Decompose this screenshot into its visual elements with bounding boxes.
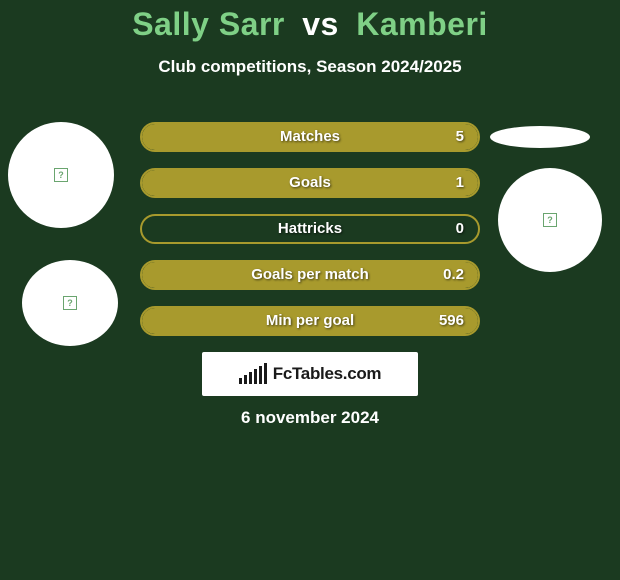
avatar-bottom-left: ? (22, 260, 118, 346)
stats-list: Matches5Goals1Hattricks0Goals per match0… (140, 122, 480, 352)
logo-bar (249, 372, 252, 384)
stat-value: 5 (456, 124, 464, 150)
stat-row: Min per goal596 (140, 306, 480, 336)
vs-text: vs (302, 6, 339, 42)
player1-name: Sally Sarr (132, 6, 285, 42)
placeholder-image-icon: ? (63, 296, 77, 310)
avatar-top-left: ? (8, 122, 114, 228)
date-text: 6 november 2024 (0, 408, 620, 428)
stat-row: Matches5 (140, 122, 480, 152)
comparison-card: Sally Sarr vs Kamberi Club competitions,… (0, 0, 620, 580)
placeholder-image-icon: ? (543, 213, 557, 227)
stat-label: Min per goal (142, 308, 478, 334)
stat-value: 596 (439, 308, 464, 334)
stat-value: 0.2 (443, 262, 464, 288)
avatar-right: ? (498, 168, 602, 272)
player2-name: Kamberi (356, 6, 488, 42)
logo-bar (254, 369, 257, 384)
avatar-ellipse-right (490, 126, 590, 148)
logo-bar (259, 366, 262, 384)
fctables-text: FcTables.com (273, 364, 382, 384)
fctables-badge: FcTables.com (202, 352, 418, 396)
stat-label: Goals (142, 170, 478, 196)
stat-value: 0 (456, 216, 464, 242)
stat-label: Hattricks (142, 216, 478, 242)
page-title: Sally Sarr vs Kamberi (0, 6, 620, 43)
stat-row: Goals1 (140, 168, 480, 198)
fctables-logo-icon (239, 364, 267, 384)
stat-label: Goals per match (142, 262, 478, 288)
stat-row: Goals per match0.2 (140, 260, 480, 290)
stat-row: Hattricks0 (140, 214, 480, 244)
placeholder-image-icon: ? (54, 168, 68, 182)
logo-bar (239, 378, 242, 384)
stat-label: Matches (142, 124, 478, 150)
logo-bar (264, 363, 267, 384)
subtitle: Club competitions, Season 2024/2025 (0, 57, 620, 77)
logo-bar (244, 375, 247, 384)
stat-value: 1 (456, 170, 464, 196)
